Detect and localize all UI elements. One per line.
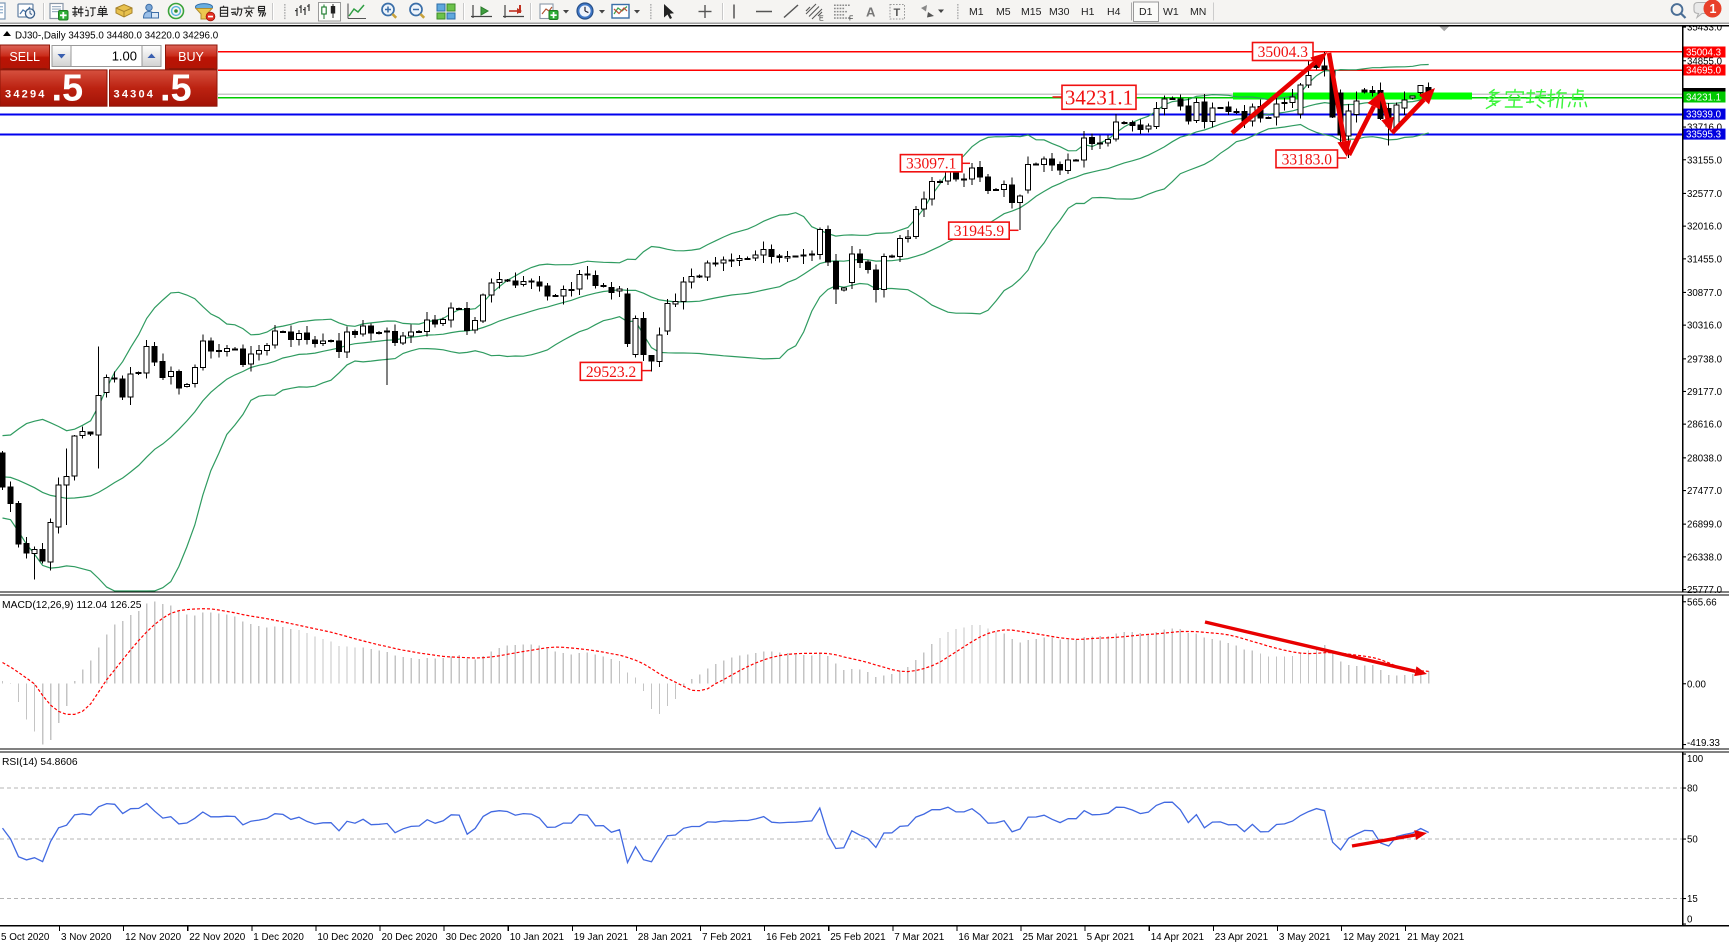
svg-text:5 Oct 2020: 5 Oct 2020 [1, 932, 50, 943]
svg-text:T: T [894, 7, 901, 19]
svg-text:29738.0: 29738.0 [1687, 354, 1723, 365]
svg-text:20 Dec 2020: 20 Dec 2020 [382, 932, 439, 943]
svg-text:0.00: 0.00 [1687, 679, 1706, 690]
svg-text:22 Nov 2020: 22 Nov 2020 [189, 932, 246, 943]
svg-text:100: 100 [1687, 754, 1704, 765]
svg-text:10 Dec 2020: 10 Dec 2020 [317, 932, 374, 943]
svg-text:21 May 2021: 21 May 2021 [1407, 932, 1465, 943]
svg-text:MN: MN [1190, 6, 1206, 18]
svg-text:34304: 34304 [114, 88, 156, 100]
svg-text:M1: M1 [969, 6, 984, 18]
svg-text:7 Feb 2021: 7 Feb 2021 [702, 932, 752, 943]
svg-text:-419.33: -419.33 [1687, 738, 1720, 749]
svg-text:33939.0: 33939.0 [1686, 110, 1722, 121]
svg-text:H4: H4 [1107, 6, 1121, 18]
svg-text:1.00: 1.00 [112, 49, 137, 64]
svg-text:12 May 2021: 12 May 2021 [1343, 932, 1401, 943]
svg-text:3 May 2021: 3 May 2021 [1279, 932, 1331, 943]
svg-text:10 Jan 2021: 10 Jan 2021 [510, 932, 565, 943]
svg-text:A: A [866, 5, 876, 20]
svg-text:34231.1: 34231.1 [1065, 86, 1133, 110]
svg-text:F: F [849, 16, 853, 23]
svg-text:80: 80 [1687, 784, 1698, 795]
svg-text:27477.0: 27477.0 [1687, 486, 1723, 497]
svg-text:29177.0: 29177.0 [1687, 387, 1723, 398]
svg-text:28616.0: 28616.0 [1687, 420, 1723, 431]
svg-text:19 Jan 2021: 19 Jan 2021 [574, 932, 629, 943]
svg-text:25777.0: 25777.0 [1687, 585, 1723, 596]
svg-text:31945.9: 31945.9 [954, 223, 1005, 240]
svg-text:E: E [819, 16, 824, 23]
svg-text:M5: M5 [996, 6, 1011, 18]
svg-text:M15: M15 [1021, 6, 1042, 18]
svg-text:MACD(12,26,9) 112.04 126.25: MACD(12,26,9) 112.04 126.25 [2, 600, 142, 611]
svg-text:33595.3: 33595.3 [1686, 130, 1721, 141]
svg-text:1 Dec 2020: 1 Dec 2020 [253, 932, 304, 943]
svg-text:34294: 34294 [5, 88, 47, 100]
svg-text:33716.0: 33716.0 [1687, 123, 1723, 134]
svg-text:33097.1: 33097.1 [906, 156, 956, 173]
svg-text:30316.0: 30316.0 [1687, 321, 1723, 332]
svg-text:BUY: BUY [178, 50, 204, 64]
svg-text:12 Nov 2020: 12 Nov 2020 [125, 932, 182, 943]
svg-text:33183.0: 33183.0 [1282, 151, 1333, 168]
svg-text:31455.0: 31455.0 [1687, 254, 1723, 265]
svg-text:25 Feb 2021: 25 Feb 2021 [830, 932, 886, 943]
svg-text:35433.0: 35433.0 [1687, 23, 1723, 34]
svg-text:5 Apr 2021: 5 Apr 2021 [1087, 932, 1135, 943]
svg-text:W1: W1 [1163, 6, 1179, 18]
svg-text:M30: M30 [1049, 6, 1070, 18]
svg-text:32016.0: 32016.0 [1687, 222, 1723, 233]
svg-text:.5: .5 [160, 68, 192, 110]
svg-text:30877.0: 30877.0 [1687, 288, 1723, 299]
svg-text:30 Dec 2020: 30 Dec 2020 [446, 932, 503, 943]
svg-text:33155.0: 33155.0 [1687, 155, 1723, 166]
svg-text:23 Apr 2021: 23 Apr 2021 [1215, 932, 1269, 943]
svg-text:.5: .5 [52, 68, 84, 110]
svg-text:D1: D1 [1139, 6, 1153, 18]
svg-text:28 Jan 2021: 28 Jan 2021 [638, 932, 693, 943]
svg-text:26899.0: 26899.0 [1687, 520, 1723, 531]
svg-text:16 Feb 2021: 16 Feb 2021 [766, 932, 822, 943]
svg-text:25 Mar 2021: 25 Mar 2021 [1023, 932, 1079, 943]
svg-text:565.66: 565.66 [1687, 597, 1717, 608]
svg-text:3 Nov 2020: 3 Nov 2020 [61, 932, 112, 943]
svg-text:35004.3: 35004.3 [1258, 44, 1309, 61]
svg-text:0: 0 [1687, 915, 1693, 926]
svg-text:34695.0: 34695.0 [1686, 66, 1722, 77]
svg-text:DJ30-,Daily 34395.0 34480.0 3: DJ30-,Daily 34395.0 34480.0 34220.0 3429… [15, 31, 219, 42]
svg-text:7 Mar 2021: 7 Mar 2021 [894, 932, 944, 943]
svg-text:34231.1: 34231.1 [1686, 93, 1721, 104]
svg-text:H1: H1 [1081, 6, 1095, 18]
svg-text:14 Apr 2021: 14 Apr 2021 [1151, 932, 1205, 943]
svg-text:1: 1 [1710, 2, 1717, 16]
svg-text:28038.0: 28038.0 [1687, 453, 1723, 464]
svg-text:26338.0: 26338.0 [1687, 552, 1723, 563]
svg-text:15: 15 [1687, 894, 1698, 905]
svg-text:SELL: SELL [9, 50, 40, 64]
svg-text:50: 50 [1687, 835, 1698, 846]
svg-text:35004.3: 35004.3 [1686, 48, 1721, 59]
svg-text:16 Mar 2021: 16 Mar 2021 [958, 932, 1014, 943]
svg-text:32577.0: 32577.0 [1687, 189, 1723, 200]
svg-text:RSI(14) 54.8606: RSI(14) 54.8606 [2, 757, 78, 768]
svg-text:34855.0: 34855.0 [1687, 56, 1723, 67]
svg-text:29523.2: 29523.2 [586, 364, 636, 381]
